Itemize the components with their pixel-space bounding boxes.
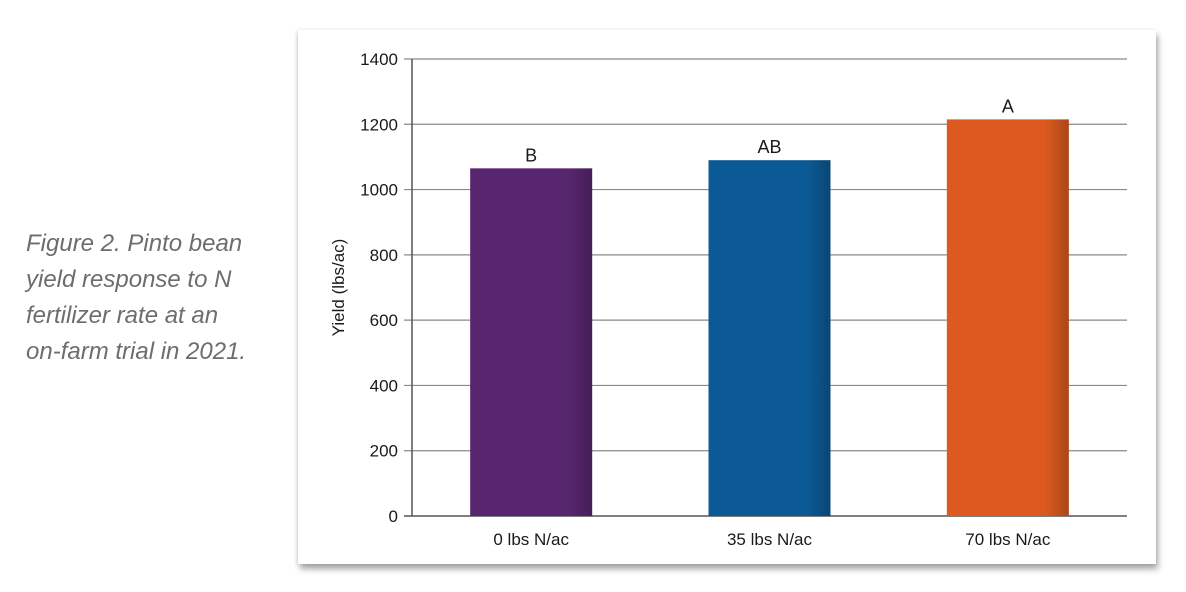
chart-panel: 0 200 400 600 800 1000 1200 1400 B AB A 0 lbs N/a… <box>298 30 1156 564</box>
data-labels: B AB A <box>525 96 1014 165</box>
bar-data-label: B <box>525 145 537 165</box>
x-tick-label: 70 lbs N/ac <box>965 530 1051 549</box>
y-tick-label: 400 <box>370 376 398 395</box>
x-axis-ticks: 0 lbs N/ac 35 lbs N/ac 70 lbs N/ac <box>493 530 1050 549</box>
y-tick-label: 200 <box>370 442 398 461</box>
figure-caption: Figure 2. Pinto bean yield response to N… <box>26 226 286 370</box>
x-tick-label: 35 lbs N/ac <box>727 530 813 549</box>
y-tick-label: 600 <box>370 311 398 330</box>
y-tick-label: 800 <box>370 246 398 265</box>
caption-line-2: yield response to N <box>26 266 232 293</box>
bars <box>470 119 1069 516</box>
bar-data-label: A <box>1002 96 1014 116</box>
y-tick-label: 1200 <box>360 115 398 134</box>
bar-chart: 0 200 400 600 800 1000 1200 1400 B AB A 0 lbs N/a… <box>329 50 1127 549</box>
caption-line-4: on-farm trial in 2021. <box>26 338 247 365</box>
caption-line-1: Figure 2. Pinto bean <box>26 230 243 257</box>
y-tick-label: 1000 <box>360 181 398 200</box>
bar-shading <box>470 168 593 516</box>
x-tick-label: 0 lbs N/ac <box>493 530 569 549</box>
y-axis-ticks: 0 200 400 600 800 1000 1200 1400 <box>360 50 398 526</box>
y-tick-label: 0 <box>389 507 398 526</box>
y-axis-label: Yield (lbs/ac) <box>329 239 348 337</box>
caption-line-3: fertilizer rate at an <box>26 302 219 329</box>
y-tick-label: 1400 <box>360 50 398 69</box>
bar-data-label: AB <box>757 137 781 157</box>
bar-shading <box>708 160 831 516</box>
bar-shading <box>946 119 1069 516</box>
